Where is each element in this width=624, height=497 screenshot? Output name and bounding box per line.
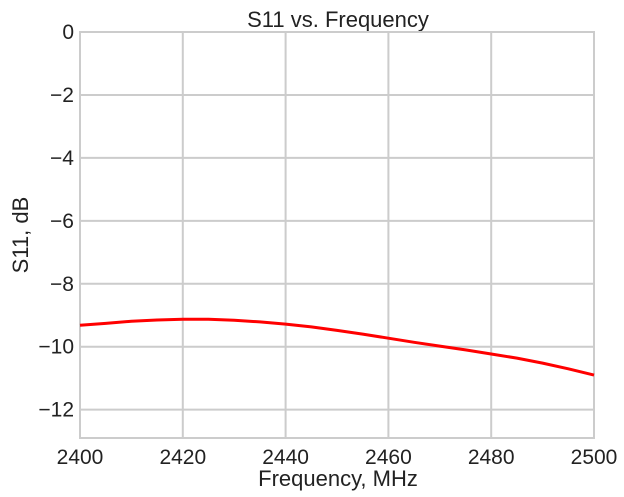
x-tick-label: 2420	[159, 446, 206, 469]
x-tick-label: 2440	[262, 446, 309, 469]
y-axis-label: S11, dB	[8, 197, 33, 274]
grid	[79, 31, 595, 439]
y-tick-label: −12	[38, 399, 74, 422]
series-layer	[79, 317, 595, 377]
x-tick-label: 2400	[57, 446, 104, 469]
y-tick-label: −4	[50, 147, 74, 170]
y-tick-label: −6	[50, 210, 74, 233]
plot-border	[79, 31, 595, 439]
plot-area	[80, 32, 594, 438]
y-tick-label: 0	[62, 21, 74, 44]
x-axis-label: Frequency, MHz	[258, 466, 418, 491]
chart-title: S11 vs. Frequency	[247, 7, 429, 32]
y-tick-label: −8	[50, 273, 74, 296]
x-tick-label: 2480	[468, 446, 515, 469]
x-tick-label: 2500	[571, 446, 618, 469]
y-tick-label: −2	[50, 84, 74, 107]
tick-labels: 2400 2420 2440 2460 2480 2500 0 −2 −4 −6 −8 −10 −12	[38, 21, 617, 469]
x-tick-label: 2460	[365, 446, 412, 469]
y-tick-label: −10	[38, 336, 74, 359]
series-line	[79, 317, 595, 377]
